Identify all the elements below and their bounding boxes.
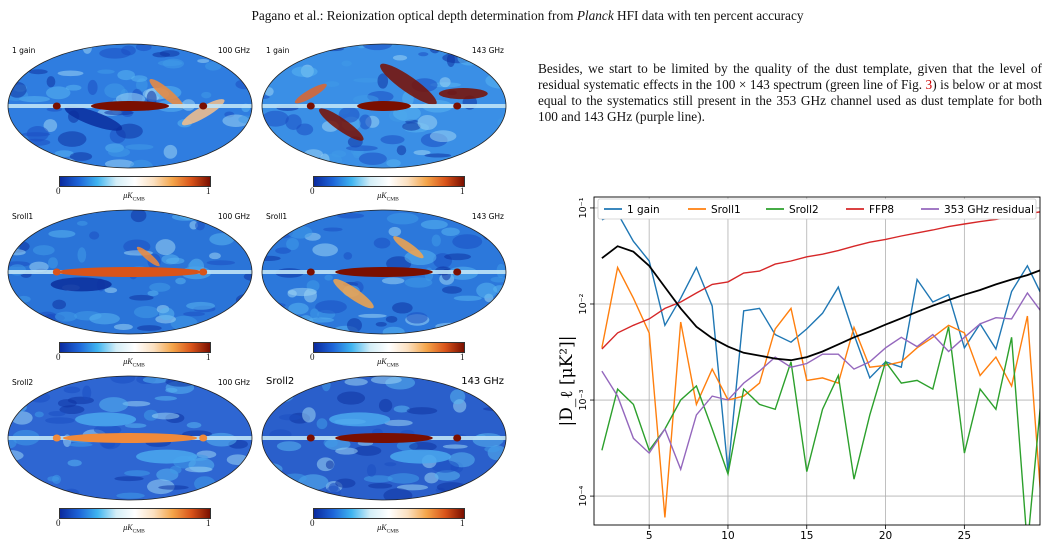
colorbar <box>59 508 211 519</box>
colorbar-min-label: 0 <box>56 352 61 362</box>
legend-label: Sroll2 <box>789 204 819 216</box>
y-tick-label: 10⁻² <box>578 293 589 314</box>
map-frequency-label: 143 GHz <box>461 376 504 387</box>
colorbar-unit-label: μKCMB <box>123 523 145 535</box>
mollweide-map <box>261 209 507 335</box>
colorbar-min-label: 0 <box>56 518 61 528</box>
map-row-label: Sroll1 <box>12 212 34 221</box>
legend-label: Sroll1 <box>711 204 741 216</box>
x-tick-label: 5 <box>646 530 653 542</box>
map-frequency-label: 143 GHz <box>471 212 504 221</box>
colorbar-unit-label: μKCMB <box>377 191 399 203</box>
mollweide-map <box>7 375 253 501</box>
y-tick-label: 10⁻³ <box>578 389 589 410</box>
colorbar <box>59 176 211 187</box>
colorbar-unit-label: μKCMB <box>377 523 399 535</box>
x-tick-label: 10 <box>721 530 734 542</box>
colorbar-unit-label: μKCMB <box>123 357 145 369</box>
colorbar-max-label: 1 <box>460 518 465 528</box>
colorbar-min-label: 0 <box>310 518 315 528</box>
colorbar-min-label: 0 <box>56 186 61 196</box>
colorbar-max-label: 1 <box>460 186 465 196</box>
series-line-sroll2 <box>601 326 1040 525</box>
colorbar <box>313 342 465 353</box>
legend-label: FFP8 <box>869 204 894 216</box>
legend-label: 1 gain <box>627 204 660 216</box>
colorbar-max-label: 1 <box>206 352 211 362</box>
colorbar-max-label: 1 <box>206 186 211 196</box>
header-prefix: Pagano et al.: Reionization optical dept… <box>251 8 577 23</box>
map-sroll2-143: Sroll2 143 GHz 0 1 μKCMB <box>258 372 510 535</box>
map-sroll2-100: Sroll2 100 GHz 0 1 μKCMB <box>4 372 256 535</box>
sky-maps-figure: 1 gain 100 GHz 0 1 μKCMB 1 gain 143 GHz 0 1 μKCM… <box>0 40 520 542</box>
map-1gain-100: 1 gain 100 GHz 0 1 μKCMB <box>4 40 256 203</box>
colorbar-unit-label: μKCMB <box>123 191 145 203</box>
paragraph-part2: ) is below or at most equal to the syste… <box>538 77 1042 125</box>
map-1gain-143: 1 gain 143 GHz 0 1 μKCMB <box>258 40 510 203</box>
y-tick-label: 10⁻⁴ <box>578 485 589 506</box>
map-frequency-label: 100 GHz <box>217 212 250 221</box>
mollweide-map <box>7 209 253 335</box>
mollweide-map <box>261 375 507 501</box>
colorbar <box>313 508 465 519</box>
series-line-353-ghz-residual <box>601 291 1040 472</box>
map-row-label: 1 gain <box>266 46 290 55</box>
figure-reference-link[interactable]: 3 <box>925 77 933 93</box>
map-frequency-label: 100 GHz <box>217 378 250 387</box>
chart-svg: 5 10 15 20 25 10⁻⁴ 10⁻³ 10⁻² 10⁻¹ |D_ℓ [μK²]| 1 ga… <box>557 196 1041 542</box>
plot-frame <box>593 196 1041 526</box>
power-spectrum-plot: 5 10 15 20 25 10⁻⁴ 10⁻³ 10⁻² 10⁻¹ |D_ℓ [μK²]| 1 ga… <box>536 183 1055 542</box>
chart-legend: 1 gain Sroll1 Sroll2 FFP8 353 GHz residual <box>597 198 1037 220</box>
colorbar-max-label: 1 <box>460 352 465 362</box>
colorbar-unit-label: μKCMB <box>377 357 399 369</box>
x-tick-label: 25 <box>958 530 971 542</box>
colorbar-min-label: 0 <box>310 186 315 196</box>
map-row-label: Sroll2 <box>266 376 295 387</box>
x-tick-label: 20 <box>879 530 892 542</box>
map-sroll1-100: Sroll1 100 GHz 0 1 μKCMB <box>4 206 256 369</box>
mollweide-map <box>7 43 253 169</box>
x-tick-label: 15 <box>800 530 813 542</box>
body-paragraph: Besides, we start to be limited by the q… <box>538 61 1042 125</box>
map-row-label: Sroll1 <box>266 212 288 221</box>
header-italic: Planck <box>576 8 614 23</box>
colorbar <box>313 176 465 187</box>
colorbar-min-label: 0 <box>310 352 315 362</box>
colorbar-max-label: 1 <box>206 518 211 528</box>
header-suffix: HFI data with ten percent accuracy <box>613 8 804 23</box>
series-line-ffp8 <box>601 211 1040 350</box>
series-line-1-gain <box>601 212 1040 472</box>
y-axis-label: |D_ℓ [μK²]| <box>557 336 577 427</box>
mollweide-map <box>261 43 507 169</box>
map-row-label: Sroll2 <box>12 378 34 387</box>
map-frequency-label: 100 GHz <box>217 46 250 55</box>
map-frequency-label: 143 GHz <box>471 46 504 55</box>
map-row-label: 1 gain <box>12 46 36 55</box>
y-tick-label: 10⁻¹ <box>578 197 589 218</box>
series-line-sroll1 <box>601 265 1040 518</box>
paper-running-header: Pagano et al.: Reionization optical dept… <box>0 8 1055 24</box>
paragraph-part1: Besides, we start to be limited by the q… <box>538 61 1042 93</box>
map-sroll1-143: Sroll1 143 GHz 0 1 μKCMB <box>258 206 510 369</box>
legend-label: 353 GHz residual <box>944 204 1034 216</box>
colorbar <box>59 342 211 353</box>
series-line-combined <box>601 245 1040 362</box>
